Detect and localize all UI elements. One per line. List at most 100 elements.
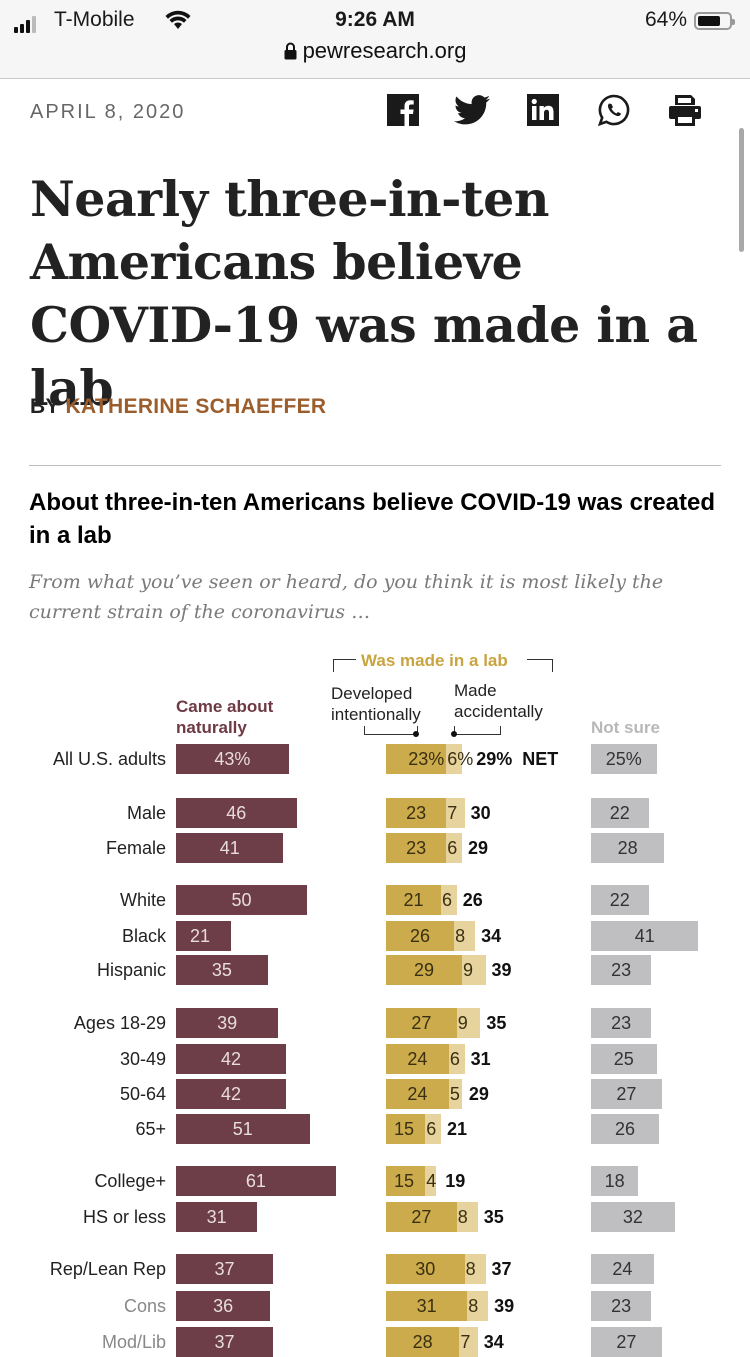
row-label: All U.S. adults (52, 749, 166, 769)
header-not-sure: Not sure (591, 718, 660, 737)
clock: 9:26 AM (335, 8, 415, 31)
bar-made-accidentally (448, 1044, 465, 1074)
header-was-made-in-a-lab: Was made in a lab (361, 651, 508, 670)
bar-developed-intentionally: 29 (386, 955, 462, 985)
row-label: HS or less (82, 1207, 166, 1227)
bar-not-sure: 24 (591, 1254, 654, 1284)
bar-made-accidentally (446, 833, 462, 863)
bar-made-accidentally (441, 885, 457, 915)
bar-came-about-naturally: 42 (176, 1044, 287, 1074)
value-net-made-in-lab: 39 (494, 1296, 515, 1316)
bar-made-accidentally (446, 798, 465, 828)
value-made-accidentally: 4 (426, 1171, 437, 1191)
value-made-accidentally: 5 (449, 1084, 460, 1104)
bar-developed-intentionally: 23% (386, 744, 447, 774)
linkedin-icon (527, 94, 559, 126)
value-made-accidentally: 6 (426, 1119, 437, 1139)
bar-made-accidentally (456, 1202, 478, 1232)
print-icon (669, 95, 701, 126)
bar-developed-intentionally: 27 (386, 1202, 457, 1232)
facebook-share-button[interactable] (385, 92, 421, 128)
intentional-pointer-dot (413, 731, 419, 737)
bar-came-about-naturally: 42 (176, 1079, 287, 1109)
bar-made-accidentally (461, 955, 486, 985)
bar-developed-intentionally: 23 (386, 798, 447, 828)
value-net-made-in-lab: 31 (470, 1049, 491, 1069)
row-label: Hispanic (96, 960, 166, 980)
lab-bracket-left (333, 659, 356, 672)
bar-came-about-naturally: 36 (176, 1291, 271, 1321)
value-net-made-in-lab: 34 (481, 926, 502, 946)
bar-developed-intentionally: 28 (386, 1327, 460, 1357)
value-net-made-in-lab: 21 (447, 1119, 468, 1139)
chart-subtitle: From what you’ve seen or heard, do you t… (29, 571, 664, 623)
bar-developed-intentionally: 15 (386, 1114, 426, 1144)
bar-developed-intentionally: 27 (386, 1008, 457, 1038)
bar-developed-intentionally: 24 (386, 1044, 449, 1074)
row-label: Mod/Lib (101, 1332, 166, 1352)
address-bar[interactable]: pewresearch.org (0, 38, 750, 64)
bar-developed-intentionally: 30 (386, 1254, 465, 1284)
bar-not-sure: 25 (591, 1044, 657, 1074)
bar-developed-intentionally: 24 (386, 1079, 449, 1109)
header-made-accidentally: Made accidentally (454, 681, 543, 721)
bar-not-sure: 28 (591, 833, 665, 863)
bar-came-about-naturally: 46 (176, 798, 297, 828)
row-label: 65+ (135, 1119, 166, 1139)
cell-signal-icon (14, 16, 36, 33)
bar-not-sure: 22 (591, 885, 649, 915)
bar-came-about-naturally: 31 (176, 1202, 258, 1232)
row-label: 30-49 (119, 1049, 166, 1069)
bar-not-sure: 23 (591, 955, 652, 985)
bar-not-sure: 27 (591, 1079, 662, 1109)
value-net-made-in-lab: 29 (468, 1084, 489, 1104)
battery-icon (694, 12, 735, 30)
bar-not-sure: 32 (591, 1202, 675, 1232)
linkedin-share-button[interactable] (525, 92, 561, 128)
bar-not-sure: 18 (591, 1166, 639, 1196)
value-made-accidentally: 8 (468, 1296, 479, 1316)
bar-came-about-naturally: 50 (176, 885, 307, 915)
value-made-accidentally: 8 (465, 1259, 476, 1279)
value-net-made-in-lab: 26 (462, 890, 483, 910)
bar-not-sure: 41 (591, 921, 699, 951)
twitter-share-button[interactable] (454, 92, 490, 128)
bar-came-about-naturally: 37 (176, 1327, 273, 1357)
bar-developed-intentionally: 21 (386, 885, 442, 915)
bar-made-accidentally (446, 744, 462, 774)
bar-made-accidentally (454, 921, 476, 951)
print-button[interactable] (667, 92, 703, 128)
value-made-accidentally: 9 (457, 1013, 468, 1033)
wifi-icon (165, 10, 191, 29)
bar-came-about-naturally: 39 (176, 1008, 279, 1038)
value-net-made-in-lab: 19 (445, 1171, 466, 1191)
row-label: Male (126, 803, 166, 823)
value-net-made-in-lab: 29 (467, 838, 488, 858)
bar-made-accidentally (448, 1079, 462, 1109)
bar-developed-intentionally: 23 (386, 833, 447, 863)
bar-made-accidentally (425, 1114, 442, 1144)
byline-prefix: BY (30, 395, 60, 418)
value-net-made-in-lab: 34 (483, 1332, 504, 1352)
bar-made-accidentally (456, 1008, 481, 1038)
value-made-accidentally: 7 (447, 803, 458, 823)
value-net-made-in-lab: 35 (486, 1013, 507, 1033)
accidental-leader-line (454, 726, 501, 735)
author-link[interactable]: KATHERINE SCHAEFFER (65, 395, 327, 418)
value-made-accidentally: 8 (455, 926, 466, 946)
lock-icon (284, 42, 297, 60)
row-label: Black (121, 926, 166, 946)
bar-not-sure: 22 (591, 798, 649, 828)
bar-came-about-naturally: 21 (176, 921, 232, 951)
whatsapp-share-button[interactable] (596, 92, 632, 128)
scrollbar[interactable] (739, 128, 744, 252)
value-net-made-in-lab: 39 (491, 960, 512, 980)
bar-made-accidentally (467, 1291, 489, 1321)
bar-developed-intentionally: 26 (386, 921, 455, 951)
bar-not-sure: 25% (591, 744, 657, 774)
bar-came-about-naturally: 61 (176, 1166, 336, 1196)
lab-bracket-right (527, 659, 553, 672)
byline: BY KATHERINE SCHAEFFER (30, 395, 326, 419)
value-made-accidentally: 6 (447, 838, 458, 858)
intentional-leader-line (364, 726, 418, 735)
